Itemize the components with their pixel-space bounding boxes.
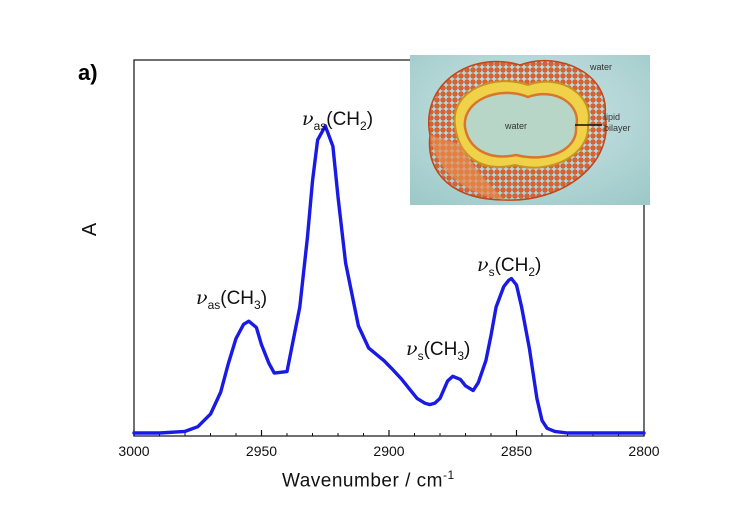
annotation-vs-ch2: νs(CH2) (477, 254, 541, 279)
annotation-vs-ch3: νs(CH3) (406, 338, 470, 363)
inset-bilayer-label: bilayer (604, 123, 631, 133)
nu-symbol: ν (302, 108, 314, 130)
x-axis-label-text: Wavenumber / cm (282, 470, 443, 492)
x-axis-label-exponent: -1 (442, 468, 455, 482)
annotation-number: 3 (457, 348, 465, 363)
nu-symbol: ν (477, 254, 489, 276)
annotation-close: ) (535, 255, 542, 276)
annotation-number: 3 (254, 297, 261, 312)
annotation-subscript: s (417, 348, 424, 363)
x-tick-label: 3000 (118, 443, 149, 459)
annotation-group: (CH (423, 339, 458, 360)
vesicle-shading (430, 135, 505, 200)
spectrum-line (132, 124, 646, 435)
annotation-subscript: as (313, 118, 327, 133)
annotation-vas-ch2: νas(CH2) (302, 108, 373, 133)
liposome-illustration: water water lipid bilayer (410, 55, 650, 205)
inset-water-inner: water (504, 121, 527, 131)
x-tick-label: 2800 (628, 443, 659, 459)
annotation-close: ) (366, 109, 374, 130)
annotation-number: 2 (528, 264, 536, 279)
x-tick-label: 2900 (373, 443, 404, 459)
annotation-number: 2 (360, 118, 367, 133)
panel-label: a) (78, 60, 98, 85)
x-tick-label: 2850 (501, 443, 532, 459)
annotation-close: ) (260, 288, 268, 309)
annotation-subscript: as (207, 297, 221, 312)
annotation-close: ) (464, 339, 471, 360)
annotation-group: (CH (494, 255, 529, 276)
annotation-vas-ch3: νas(CH3) (196, 287, 267, 312)
x-axis-label: Wavenumber / cm-1 (282, 468, 455, 492)
annotation-group: (CH (326, 109, 361, 130)
nu-symbol: ν (196, 287, 208, 309)
inset-lipid-label: lipid (604, 112, 620, 122)
vesicle-interior (463, 91, 579, 159)
liposome-inset: water water lipid bilayer (410, 55, 650, 205)
inset-water-top: water (589, 62, 612, 72)
y-axis-label: A (79, 222, 102, 237)
annotation-group: (CH (220, 288, 255, 309)
nu-symbol: ν (406, 338, 418, 360)
annotation-subscript: s (488, 264, 495, 279)
x-tick-label: 2950 (246, 443, 277, 459)
